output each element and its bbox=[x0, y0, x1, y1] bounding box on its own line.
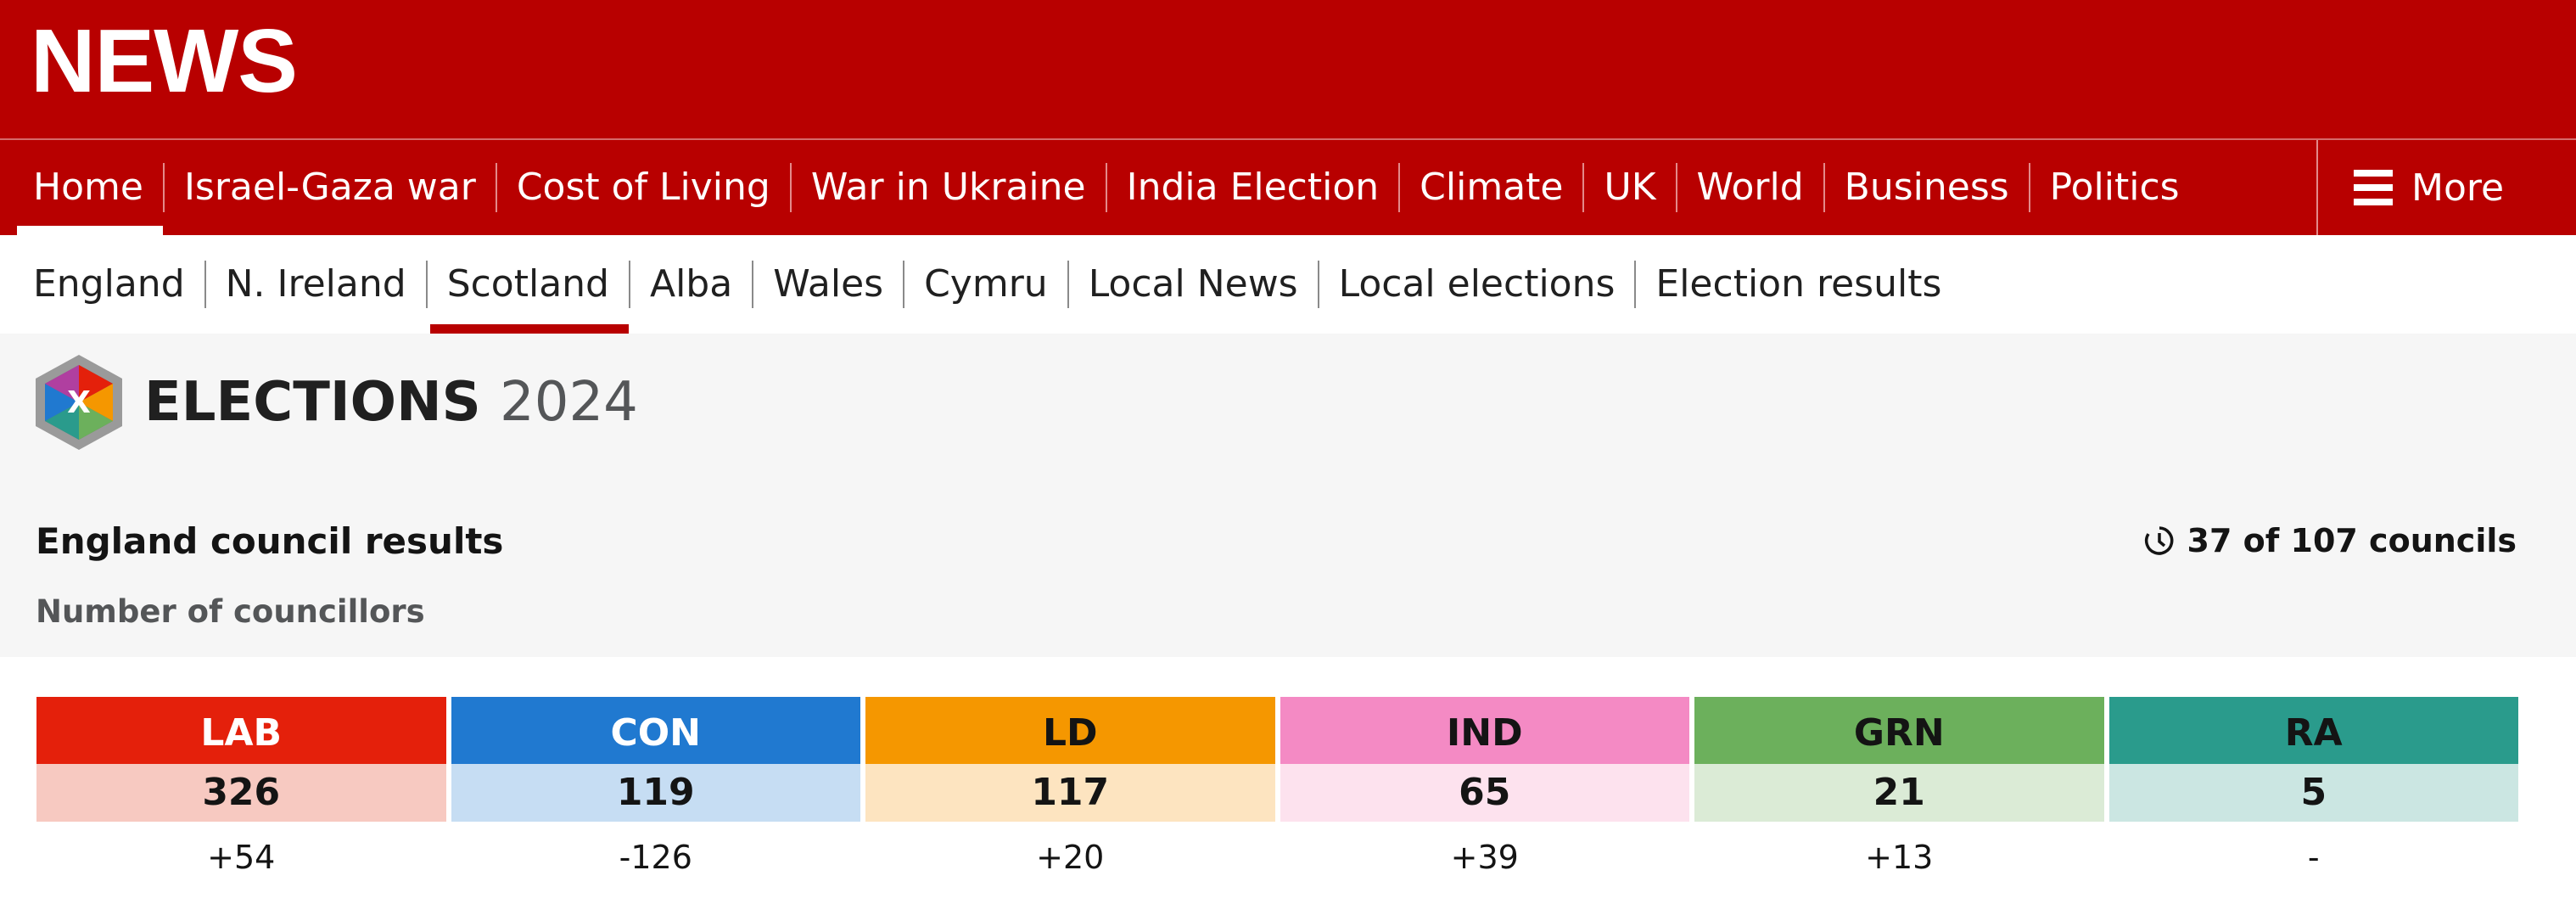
sub-nav: England N. Ireland Scotland Alba Wales Cymru L… bbox=[0, 235, 2576, 334]
party-column: LAB 326 +54 bbox=[36, 697, 446, 888]
subnav-link[interactable]: N. Ireland bbox=[204, 261, 426, 308]
party-column: GRN 21 +13 bbox=[1694, 697, 2104, 888]
party-name: RA bbox=[2108, 697, 2518, 764]
nav-link[interactable]: Israel-Gaza war bbox=[162, 163, 496, 212]
party-change: -126 bbox=[619, 839, 692, 876]
party-name: GRN bbox=[1694, 697, 2104, 764]
party-change: +20 bbox=[1036, 839, 1105, 876]
results-header: X ELECTIONS 2024 England council results… bbox=[0, 334, 2576, 657]
party-seats: 5 bbox=[2108, 764, 2518, 822]
elections-title: ELECTIONS 2024 bbox=[144, 371, 638, 434]
party-seats: 65 bbox=[1280, 764, 1689, 822]
party-column: RA 5 - bbox=[2108, 697, 2518, 888]
party-change: +13 bbox=[1865, 839, 1934, 876]
party-change: +39 bbox=[1450, 839, 1519, 876]
clock-icon bbox=[2144, 526, 2173, 555]
subnav-link[interactable]: Local elections bbox=[1317, 261, 1635, 308]
party-name: LD bbox=[865, 697, 1275, 764]
more-label: More bbox=[2411, 166, 2505, 210]
brand[interactable]: NEWS bbox=[31, 11, 298, 111]
results-subtitle: Number of councillors bbox=[36, 593, 425, 630]
subnav-link[interactable]: Scotland bbox=[425, 261, 630, 334]
nav-link[interactable]: India Election bbox=[1105, 163, 1399, 212]
more-button[interactable]: More bbox=[2316, 140, 2576, 235]
masthead: NEWS bbox=[0, 0, 2576, 140]
elections-name: ELECTIONS bbox=[144, 371, 481, 434]
progress-label: 37 of 107 councils bbox=[2187, 522, 2517, 559]
subnav-link[interactable]: Wales bbox=[752, 261, 903, 308]
results-table: LAB 326 +54 CON 119 -126 LD 117 +20 IND 65 +39 GRN 21… bbox=[36, 697, 2518, 888]
party-name: CON bbox=[451, 697, 860, 764]
subnav-link[interactable]: Alba bbox=[628, 261, 752, 308]
party-seats: 117 bbox=[865, 764, 1275, 822]
nav-link[interactable]: Home bbox=[0, 163, 163, 235]
nav-link[interactable]: War in Ukraine bbox=[789, 163, 1106, 212]
elections-year: 2024 bbox=[500, 371, 638, 434]
nav-link[interactable]: Climate bbox=[1398, 163, 1582, 212]
party-name: LAB bbox=[36, 697, 446, 764]
party-seats: 119 bbox=[451, 764, 860, 822]
elections-logo: X bbox=[36, 355, 122, 450]
party-column: IND 65 +39 bbox=[1280, 697, 1689, 888]
progress: 37 of 107 councils bbox=[2143, 522, 2517, 559]
party-change: +54 bbox=[207, 839, 276, 876]
party-seats: 21 bbox=[1694, 764, 2104, 822]
menu-icon bbox=[2354, 170, 2393, 205]
nav-link[interactable]: Politics bbox=[2028, 163, 2199, 212]
party-change: - bbox=[2307, 839, 2320, 876]
nav-link[interactable]: Business bbox=[1823, 163, 2029, 212]
party-column: CON 119 -126 bbox=[451, 697, 860, 888]
main-nav: Home Israel-Gaza war Cost of Living War in … bbox=[0, 140, 2576, 235]
svg-text:X: X bbox=[67, 385, 91, 420]
results-title: England council results bbox=[36, 520, 504, 562]
subnav-link[interactable]: Election results bbox=[1634, 261, 1961, 308]
nav-link[interactable]: UK bbox=[1582, 163, 1675, 212]
subnav-link[interactable]: Local News bbox=[1067, 261, 1318, 308]
nav-link[interactable]: Cost of Living bbox=[495, 163, 790, 212]
party-seats: 326 bbox=[36, 764, 446, 822]
subnav-link[interactable]: Cymru bbox=[903, 261, 1067, 308]
nav-link[interactable]: World bbox=[1675, 163, 1823, 212]
party-name: IND bbox=[1280, 697, 1689, 764]
party-column: LD 117 +20 bbox=[865, 697, 1275, 888]
subnav-link[interactable]: England bbox=[33, 262, 185, 306]
